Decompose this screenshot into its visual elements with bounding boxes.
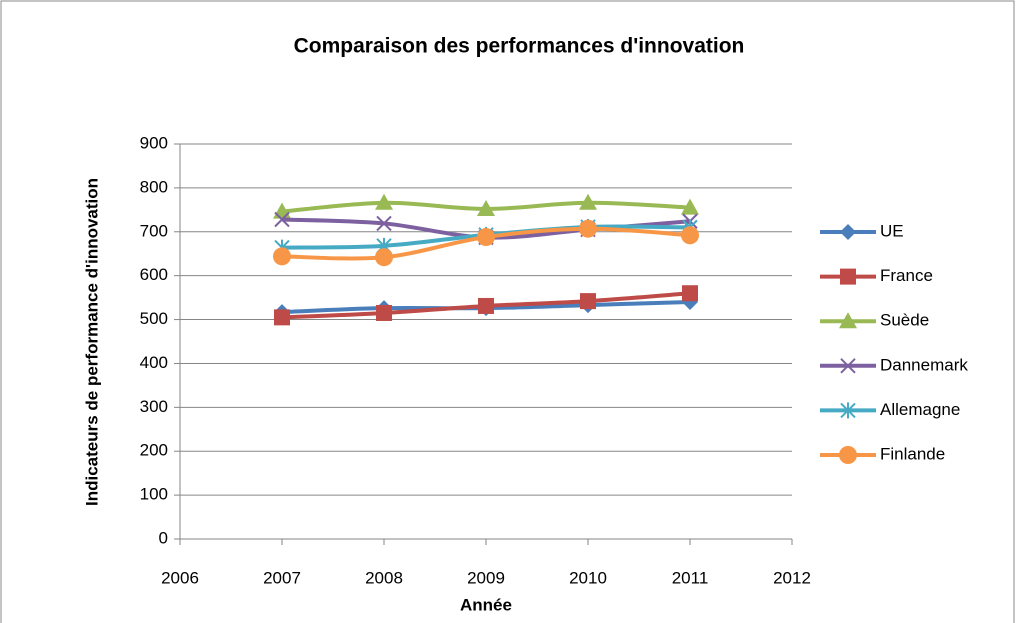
y-tick-label: 300 [140,397,168,416]
chart-title: Comparaison des performances d'innovatio… [294,35,745,58]
marker-shape [376,304,392,321]
marker [375,193,393,210]
marker [839,446,857,464]
marker-shape [376,215,392,232]
y-tick-label: 200 [140,441,168,460]
marker [839,312,857,329]
x-tick-label: 2012 [773,568,811,587]
legend-label: Suède [880,311,929,330]
marker [477,199,495,216]
marker [376,215,392,232]
marker-shape [839,446,857,464]
y-tick-label: 800 [140,177,168,196]
y-tick-label: 400 [140,353,168,372]
x-tick-label: 2007 [263,568,301,587]
marker [840,224,856,240]
marker [273,247,291,266]
marker [681,226,699,245]
marker [274,211,290,228]
marker-shape [274,211,290,228]
marker [478,297,494,314]
marker [376,304,392,321]
y-tick-label: 0 [159,528,168,547]
x-tick-label: 2008 [365,568,403,587]
legend-label: Dannemark [880,355,968,374]
marker [579,193,597,210]
marker-shape [681,226,699,245]
x-tick-label: 2010 [569,568,607,587]
x-tick-label: 2006 [161,568,199,587]
marker [274,309,290,326]
marker [840,358,856,374]
marker [375,248,393,267]
marker [682,285,698,302]
marker [840,402,856,419]
marker-shape [477,199,495,216]
marker-shape [840,402,856,419]
marker-shape [579,193,597,210]
marker [580,293,596,310]
marker-shape [681,198,699,215]
marker-shape [580,293,596,310]
marker [579,219,597,238]
y-tick-label: 700 [140,221,168,240]
marker-shape [273,247,291,266]
y-tick-label: 600 [140,265,168,284]
marker-shape [274,309,290,326]
marker-shape [839,312,857,329]
legend-label: Allemagne [880,400,960,419]
marker-shape [840,268,856,285]
legend-label: France [880,266,933,285]
legend-label: UE [880,221,904,240]
marker-shape [375,248,393,267]
x-tick-label: 2011 [672,568,709,587]
y-axis-title: Indicateurs de performance d'innovation [82,178,101,506]
x-tick-label: 2009 [467,568,505,587]
marker [477,228,495,247]
marker-shape [840,224,856,240]
y-tick-label: 100 [140,485,168,504]
marker-shape [477,228,495,247]
marker [681,198,699,215]
x-axis-title: Année [460,595,512,614]
marker-shape [375,193,393,210]
marker [840,268,856,285]
y-tick-label: 500 [140,309,168,328]
marker-shape [682,285,698,302]
y-tick-label: 900 [140,133,168,152]
marker-shape [840,358,856,374]
legend-label: Finlande [880,444,945,463]
marker-shape [478,297,494,314]
marker-shape [579,219,597,238]
